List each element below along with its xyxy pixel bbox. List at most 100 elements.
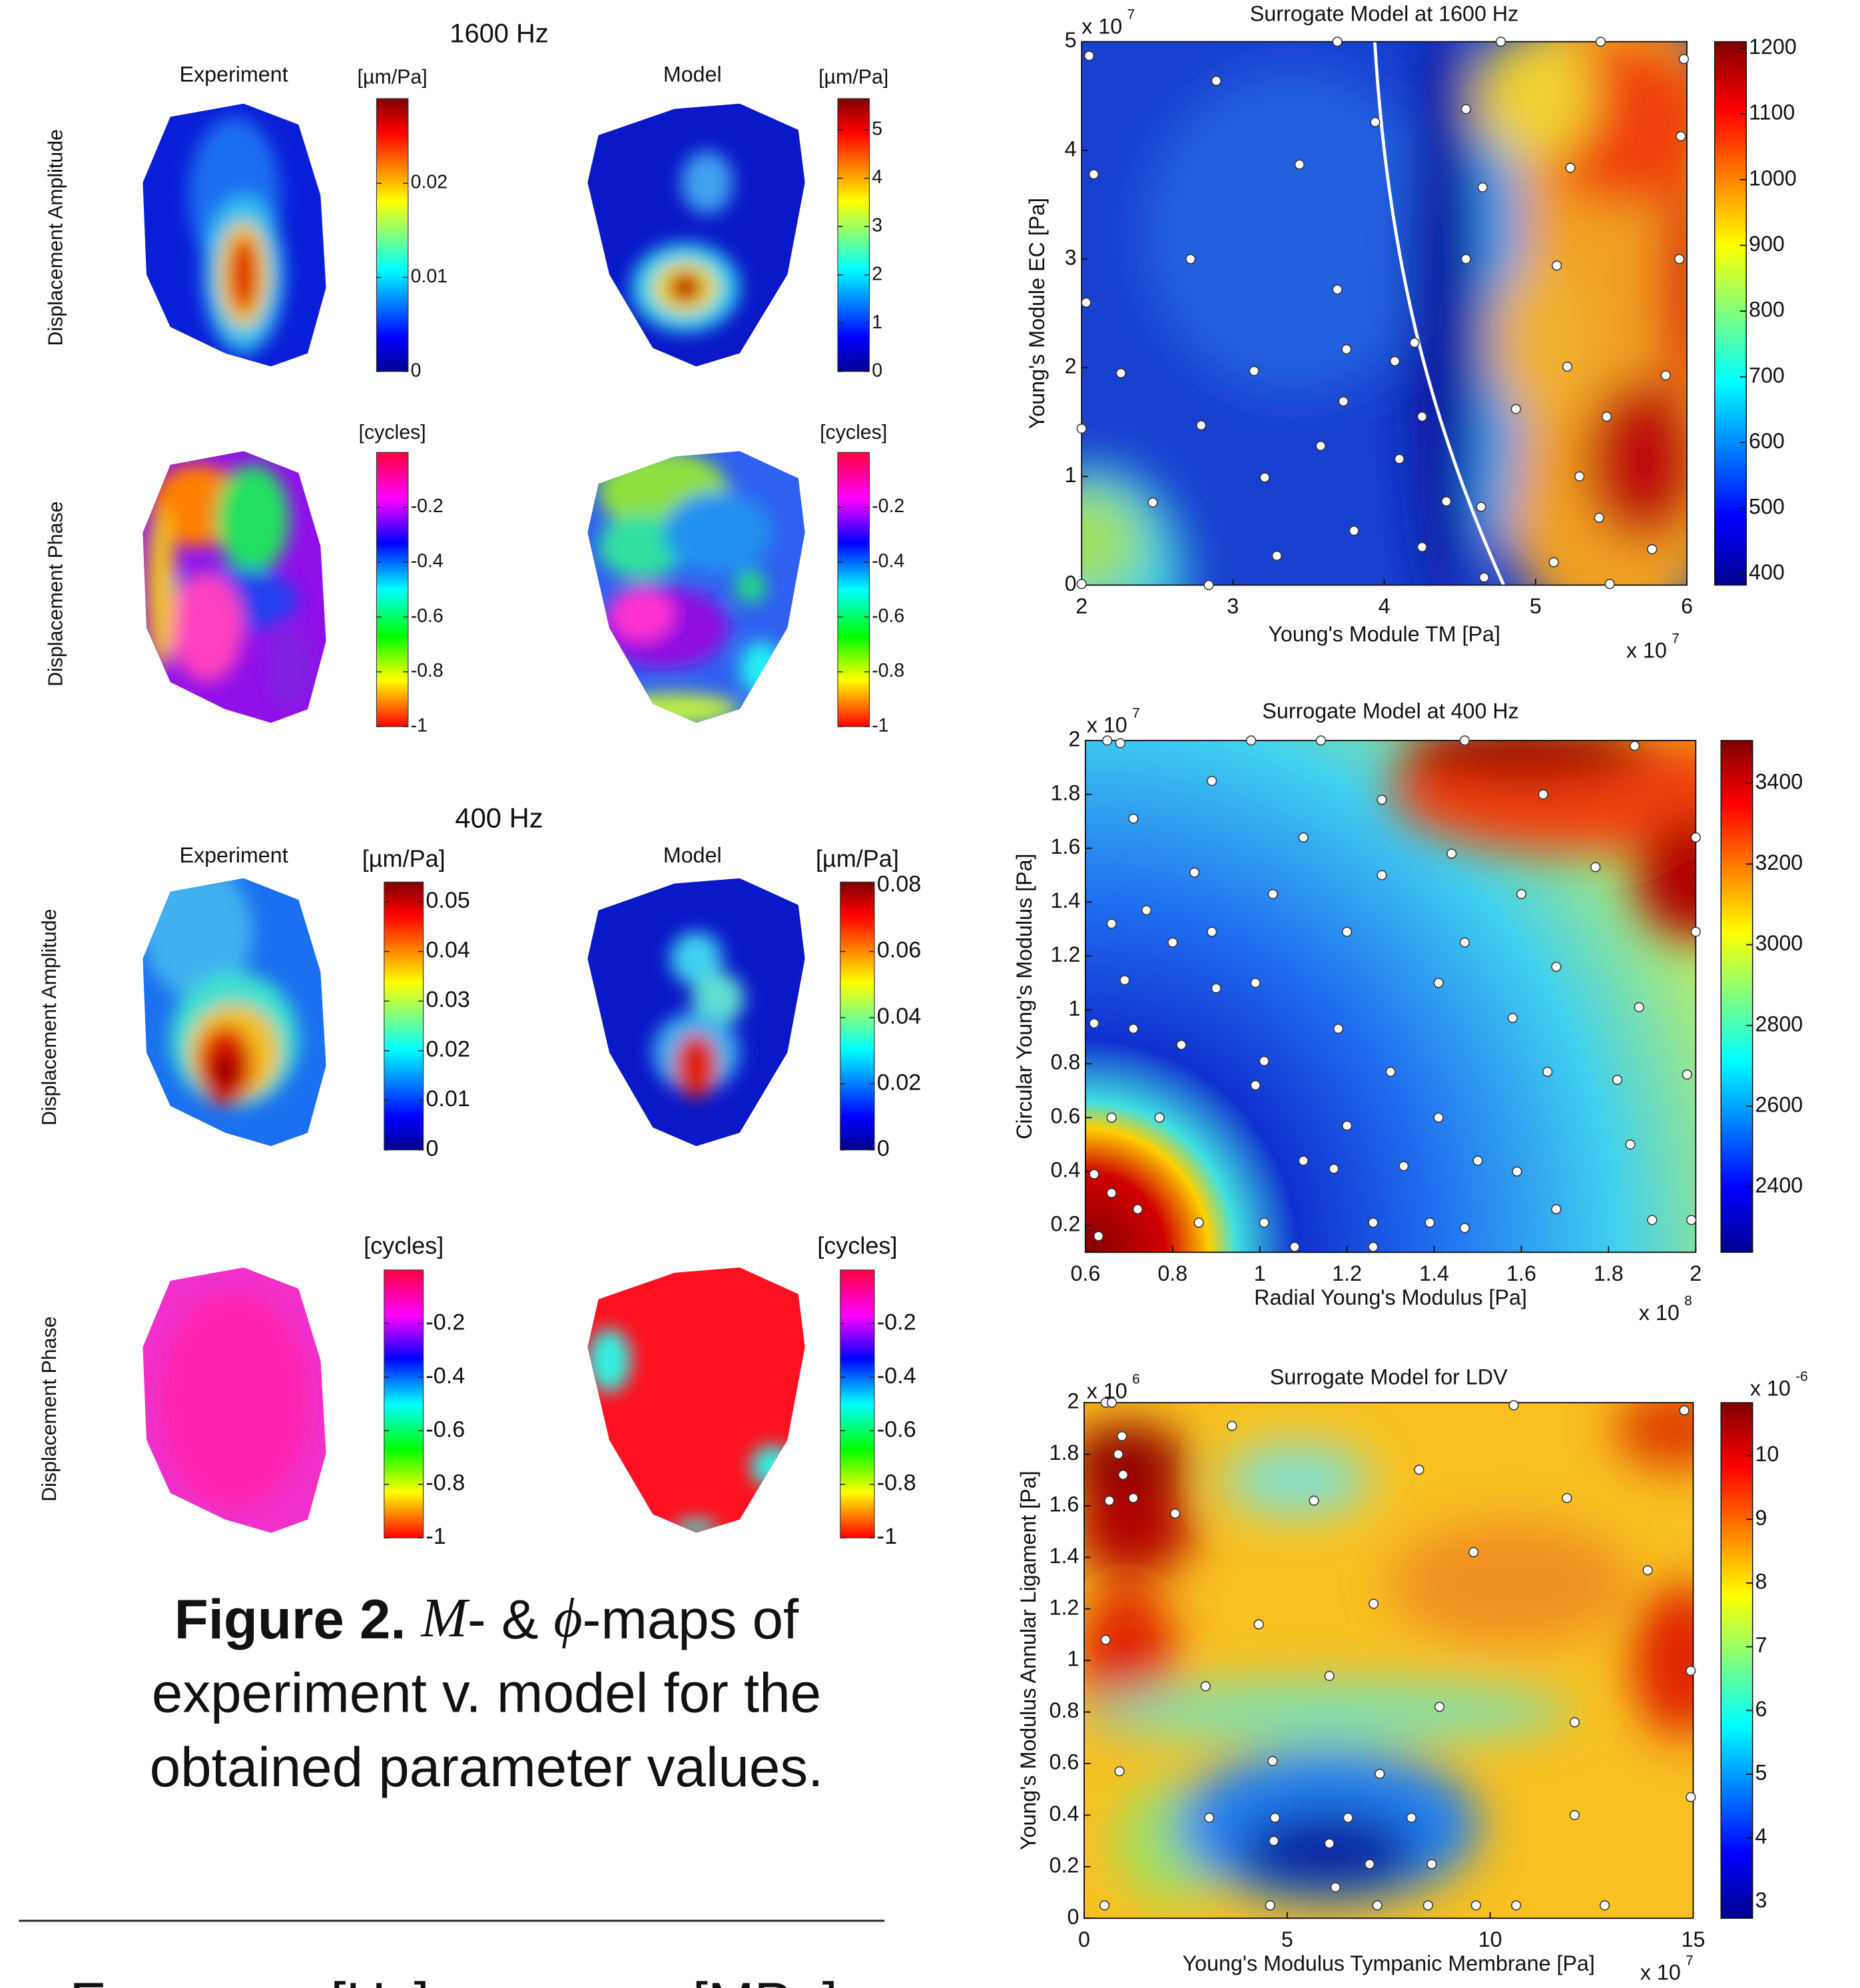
sample-point <box>1207 775 1217 787</box>
y-tick-label: 1.6 <box>1050 834 1080 858</box>
caption-symbol: ϕ <box>553 1588 582 1649</box>
sample-point <box>1678 54 1690 65</box>
caption-label: Figure 2. <box>174 1588 406 1650</box>
sample-point <box>1690 832 1701 843</box>
sample-point <box>1409 338 1420 348</box>
map-blob <box>609 587 675 641</box>
sample-point <box>1642 1565 1653 1576</box>
colorbar-tick-label: -0.4 <box>426 1363 465 1389</box>
map-blob <box>735 570 766 603</box>
sample-point <box>1315 735 1326 746</box>
colorbar-tick-label: -0.6 <box>411 605 444 627</box>
sample-point <box>1100 1634 1111 1645</box>
field-blob <box>1493 258 1590 422</box>
surrogate-field <box>1085 740 1696 1253</box>
colorbar-tick-label: 0.02 <box>426 1037 469 1062</box>
y-tick-label: 1.4 <box>1050 1544 1080 1568</box>
colorbar <box>1720 1402 1753 1919</box>
sample-point <box>1434 1702 1445 1712</box>
x-tick-label: 15 <box>1682 1927 1705 1951</box>
colorbar <box>384 1269 424 1538</box>
sample-point <box>1196 420 1207 431</box>
colorbar-unit: [µm/Pa] <box>816 845 899 872</box>
sample-point <box>1368 1217 1379 1228</box>
map-blob <box>609 693 740 723</box>
sample-point <box>1249 366 1259 376</box>
colorbar-tick-label: 5 <box>1755 1761 1767 1785</box>
colorbar-unit: [µm/Pa] <box>362 845 446 872</box>
field-blob <box>1084 1423 1188 1506</box>
sample-point <box>1211 75 1221 86</box>
x-tick-label: 0 <box>1078 1927 1090 1951</box>
sample-point <box>1647 1215 1658 1225</box>
x-tick-label: 0.6 <box>1070 1261 1100 1285</box>
map-blob <box>170 573 244 683</box>
y-multiplier: x 10 <box>1082 14 1122 38</box>
x-multiplier: x 10 <box>1640 1960 1681 1984</box>
sample-point <box>1298 832 1309 843</box>
y-tick-label: 1.4 <box>1050 888 1080 912</box>
colorbar <box>840 881 875 1151</box>
colorbar-tick-label: -0.2 <box>411 496 444 517</box>
map-image <box>143 451 326 723</box>
sample-point <box>1211 983 1221 994</box>
field-blob <box>1402 740 1647 782</box>
colorbar-tick-label: 0 <box>411 360 422 381</box>
sample-point <box>1169 1508 1181 1519</box>
colorbar-tick-label: 6 <box>1755 1697 1767 1721</box>
map-blob <box>691 972 745 1026</box>
y-tick-label: 2 <box>1067 1389 1079 1413</box>
sample-point <box>1329 1163 1339 1174</box>
table-header: n <box>556 1971 587 1988</box>
sample-point <box>1207 926 1217 937</box>
sample-point <box>1562 1492 1572 1503</box>
caption-line: experiment v. model for the <box>152 1661 821 1724</box>
field-blob <box>1084 1681 1572 1744</box>
colorbar-tick-label: -0.6 <box>877 1417 916 1442</box>
sample-point <box>1565 163 1576 173</box>
sample-point <box>1377 870 1387 880</box>
map-blob <box>674 1034 719 1098</box>
sample-point <box>1106 1187 1117 1198</box>
chart-title: Surrogate Model at 1600 Hz <box>1250 1 1518 25</box>
sample-point <box>1289 1241 1300 1252</box>
colorbar-tick-label: -0.6 <box>872 605 904 627</box>
sample-point <box>1424 1217 1435 1228</box>
colorbar-tick-label: 0 <box>872 360 882 381</box>
map-blob <box>739 641 784 696</box>
colorbar-unit: [cycles] <box>817 1231 897 1259</box>
map-blob <box>681 151 733 214</box>
sample-point <box>1551 962 1562 972</box>
colorbar-unit: [cycles] <box>364 1231 444 1259</box>
colorbar-tick-label: 0 <box>877 1136 890 1161</box>
sample-point <box>1470 1900 1481 1911</box>
x-multiplier: x 10 <box>1639 1301 1680 1325</box>
sample-point <box>1114 1766 1125 1777</box>
row-label: Displacement Phase <box>39 1316 61 1501</box>
y-axis-label: Circular Young's Modulus [Pa] <box>1012 853 1036 1139</box>
colorbar-tick-label: 0.08 <box>877 871 921 896</box>
y-tick-label: 0.6 <box>1050 1104 1080 1128</box>
colorbar-tick-label: -1 <box>426 1524 446 1549</box>
y-tick-label: 4 <box>1065 137 1077 161</box>
sample-point <box>1551 1204 1562 1215</box>
map-blob <box>670 932 723 986</box>
sample-point <box>1552 260 1562 271</box>
y-tick-label: 2 <box>1068 727 1080 751</box>
sample-point <box>1250 978 1261 988</box>
colorbar-tick-label: 1 <box>872 312 882 333</box>
sample-point <box>1204 1812 1215 1823</box>
colorbar-tick-label: 0.03 <box>426 987 469 1012</box>
map-blob <box>598 513 686 579</box>
map-field <box>653 932 745 1098</box>
sample-point <box>1590 862 1601 872</box>
x-tick-label: 4 <box>1379 594 1391 618</box>
sample-point <box>1349 525 1359 536</box>
field-blob <box>1614 1403 1694 1470</box>
caption-line: Figure 2. M- & ϕ-maps of <box>174 1588 799 1650</box>
row-label: Displacement Amplitude <box>39 909 61 1126</box>
sample-point <box>1269 1812 1281 1823</box>
sample-point <box>1088 169 1099 180</box>
x-tick-label: 1.2 <box>1332 1261 1362 1285</box>
table-header: Exp <box>69 1971 165 1988</box>
